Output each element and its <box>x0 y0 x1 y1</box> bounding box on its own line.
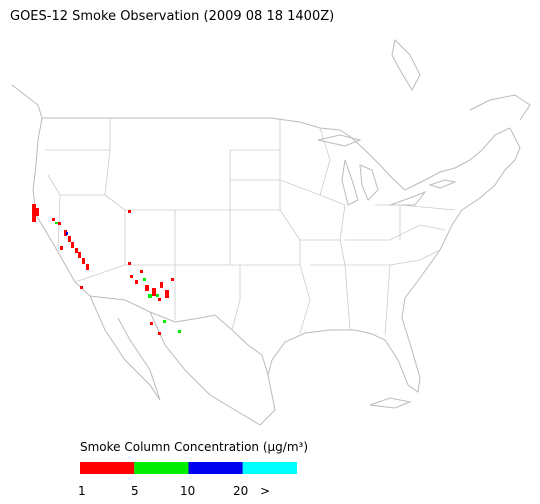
legend-label: 5 <box>131 484 139 498</box>
smoke-low <box>32 204 174 335</box>
title: GOES-12 Smoke Observation (2009 08 18 14… <box>10 9 334 24</box>
legend-bar <box>80 462 297 474</box>
smoke-pixels <box>32 204 181 335</box>
smoke-mid <box>55 222 181 333</box>
country-outline <box>32 117 521 393</box>
legend-label: 20 <box>233 484 248 498</box>
legend-label: 1 <box>78 484 86 498</box>
legend-labels: 1 5 10 20 > <box>78 484 270 498</box>
mexico-outline <box>89 295 412 426</box>
legend-swatch <box>242 462 297 474</box>
state-lines <box>45 118 456 336</box>
legend-label: > <box>260 484 270 498</box>
great-lakes <box>317 134 457 206</box>
canada-coast <box>11 38 531 121</box>
base-map <box>11 38 531 426</box>
legend-swatch <box>134 462 189 474</box>
legend-swatch <box>188 462 243 474</box>
legend-swatch <box>80 462 135 474</box>
legend-title: Smoke Column Concentration (μg/m³) <box>80 440 308 454</box>
legend-label: 10 <box>180 484 195 498</box>
smoke-high <box>66 232 68 235</box>
